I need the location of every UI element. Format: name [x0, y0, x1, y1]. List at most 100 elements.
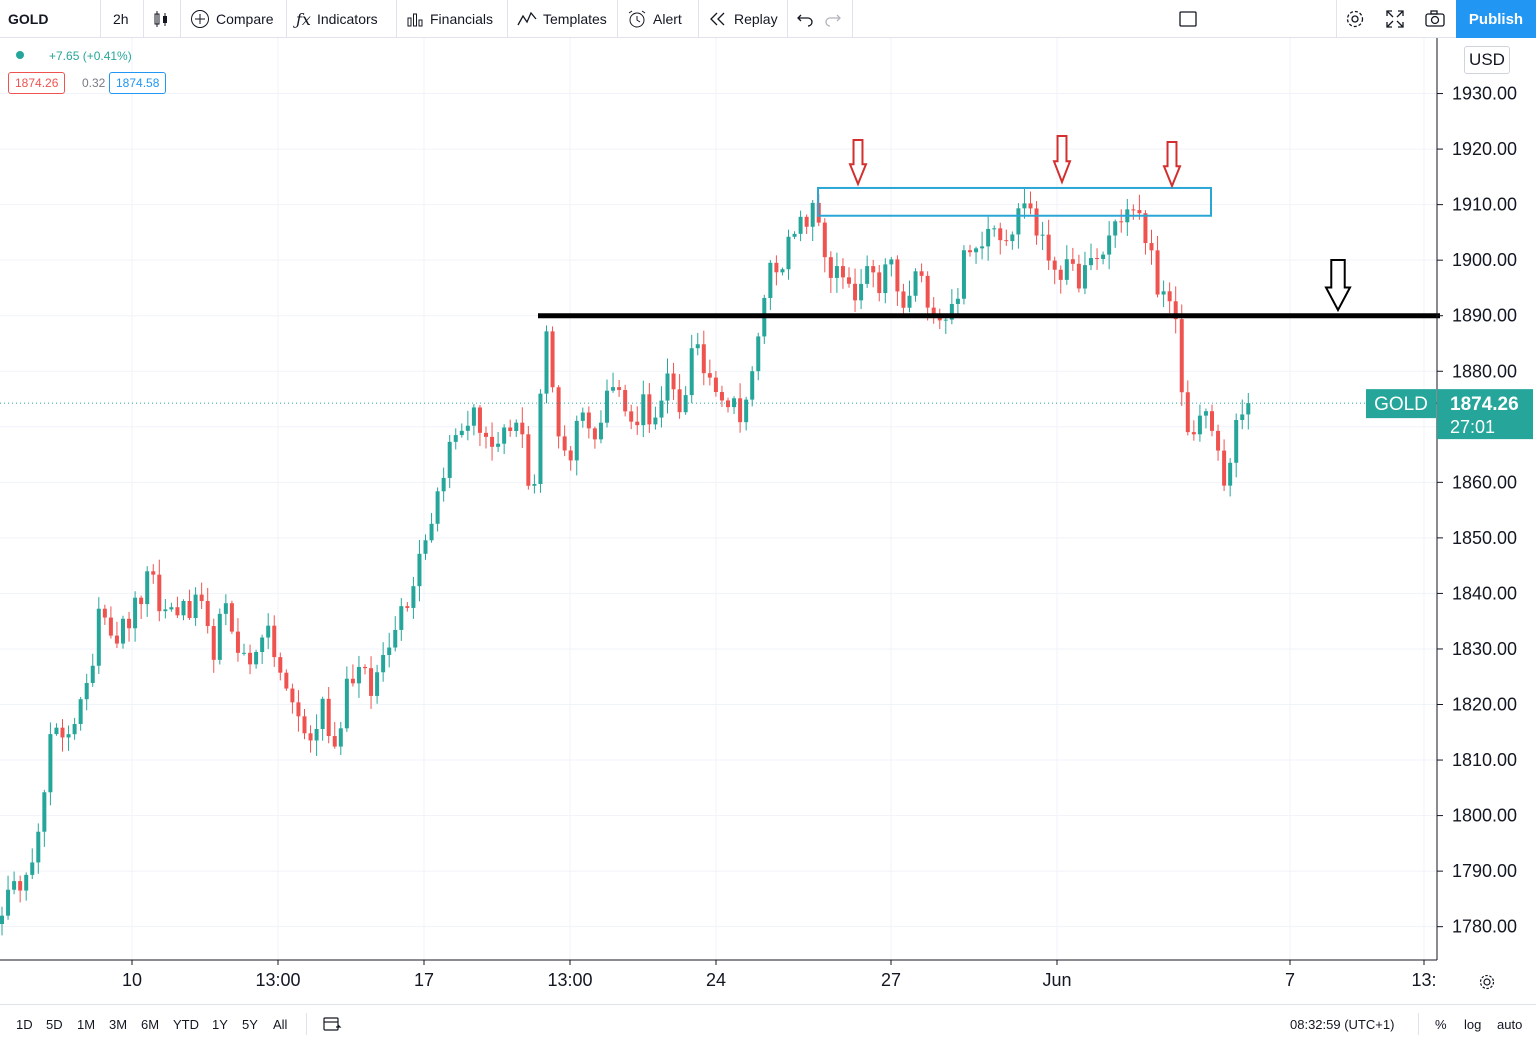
range-1d-button[interactable]: 1D	[16, 1017, 33, 1032]
price-tick-label: 1800.00	[1452, 806, 1517, 826]
candle	[393, 616, 398, 652]
symbol-search[interactable]: GOLD	[8, 11, 49, 27]
snapshot-button[interactable]	[1424, 0, 1446, 38]
candle	[114, 621, 119, 649]
undo-icon	[797, 14, 813, 27]
candle	[441, 467, 446, 502]
range-5y-button[interactable]: 5Y	[242, 1017, 258, 1032]
range-5d-button[interactable]: 5D	[46, 1017, 63, 1032]
buy-price-button[interactable]: 1874.58	[109, 72, 167, 94]
candle	[102, 604, 107, 625]
price-tick-label: 1920.00	[1452, 139, 1517, 159]
price-change: +7.65 (+0.41%)	[49, 49, 132, 63]
candle	[859, 269, 864, 310]
candle	[768, 260, 773, 311]
candle	[520, 407, 525, 448]
candle	[798, 210, 803, 242]
candle	[780, 267, 785, 276]
candle	[363, 664, 367, 675]
candle	[834, 252, 839, 293]
range-1m-button[interactable]: 1M	[77, 1017, 96, 1032]
candle	[229, 600, 234, 634]
interval-button[interactable]: 2h	[113, 11, 129, 27]
percent-scale-toggle[interactable]: %	[1435, 1017, 1447, 1032]
candle	[1070, 247, 1075, 271]
time-tick-label: 7	[1285, 970, 1295, 990]
range-3m-button[interactable]: 3M	[109, 1017, 128, 1032]
candle	[1197, 404, 1202, 442]
log-scale-toggle[interactable]: log	[1464, 1017, 1482, 1032]
toolbar-divider	[143, 0, 144, 38]
layout-button[interactable]	[1178, 0, 1198, 38]
price-scale: 1930.00 1920.00 1910.00 1900.00 1890.00 1880.…	[1366, 38, 1533, 960]
settings-button[interactable]	[1345, 0, 1365, 38]
fullscreen-button[interactable]	[1385, 0, 1405, 38]
financials-button[interactable]: Financials	[406, 0, 493, 38]
redo-button[interactable]	[824, 0, 842, 38]
candle	[665, 358, 670, 414]
candle	[1161, 280, 1166, 308]
time-tick-label: 27	[881, 970, 901, 990]
range-6m-button[interactable]: 6M	[141, 1017, 160, 1032]
bar-countdown: 27:01	[1450, 417, 1495, 437]
currency-selector[interactable]: USD	[1464, 46, 1510, 74]
candle	[54, 723, 59, 736]
candle	[629, 404, 634, 430]
candle	[1191, 420, 1196, 441]
range-1y-button[interactable]: 1Y	[212, 1017, 228, 1032]
candle	[435, 487, 440, 532]
candle	[187, 589, 192, 620]
candle	[84, 673, 89, 711]
alert-button[interactable]: Alert	[627, 0, 682, 38]
red-down-arrow	[848, 139, 868, 187]
date-range-button[interactable]	[322, 1015, 342, 1036]
candle	[786, 229, 791, 280]
toolbar-divider	[698, 0, 699, 38]
time-tick-label: 24	[706, 970, 726, 990]
auto-scale-toggle[interactable]: auto	[1497, 1017, 1523, 1032]
candle	[980, 231, 985, 260]
candle	[1185, 380, 1190, 436]
price-chart[interactable]: 1930.00 1920.00 1910.00 1900.00 1890.00 1880.…	[0, 0, 1536, 1004]
resistance-box	[817, 186, 1212, 217]
candle	[78, 696, 83, 731]
candle	[677, 374, 682, 419]
candle	[127, 611, 132, 642]
bottom-divider	[1418, 1013, 1419, 1035]
candle	[1222, 439, 1227, 491]
candle	[1052, 256, 1057, 285]
candle	[744, 396, 749, 431]
replay-button[interactable]: Replay	[708, 0, 778, 38]
candle	[447, 435, 452, 489]
candle	[350, 664, 355, 687]
publish-button[interactable]: Publish	[1456, 0, 1536, 38]
candle	[490, 422, 495, 461]
candle	[24, 872, 29, 901]
symbol-tag: GOLD	[1366, 389, 1436, 419]
time-tick-label: 10	[122, 970, 142, 990]
candle	[121, 615, 125, 649]
range-ytd-button[interactable]: YTD	[173, 1017, 199, 1032]
candle	[762, 294, 767, 345]
candle	[556, 385, 561, 449]
gear-icon	[1346, 10, 1364, 28]
replay-label: Replay	[734, 11, 778, 27]
candle	[1101, 251, 1106, 265]
time-tick-label: 13:	[1411, 970, 1436, 990]
chart-type-button[interactable]	[152, 0, 170, 38]
candle	[550, 326, 555, 393]
candle	[108, 606, 113, 639]
templates-button[interactable]: Templates	[517, 0, 607, 38]
sell-price-button[interactable]: 1874.26	[8, 72, 66, 94]
undo-button[interactable]	[796, 0, 814, 38]
indicators-button[interactable]: ƒx Indicators	[296, 0, 378, 38]
toolbar-divider	[852, 0, 853, 38]
range-all-button[interactable]: All	[273, 1017, 288, 1032]
candle	[169, 602, 174, 612]
candle	[544, 325, 549, 404]
compare-button[interactable]: Compare	[190, 0, 274, 38]
time-tick-label: 13:00	[255, 970, 300, 990]
candle	[459, 423, 464, 438]
time-zone-clock[interactable]: 08:32:59 (UTC+1)	[1290, 1017, 1395, 1032]
